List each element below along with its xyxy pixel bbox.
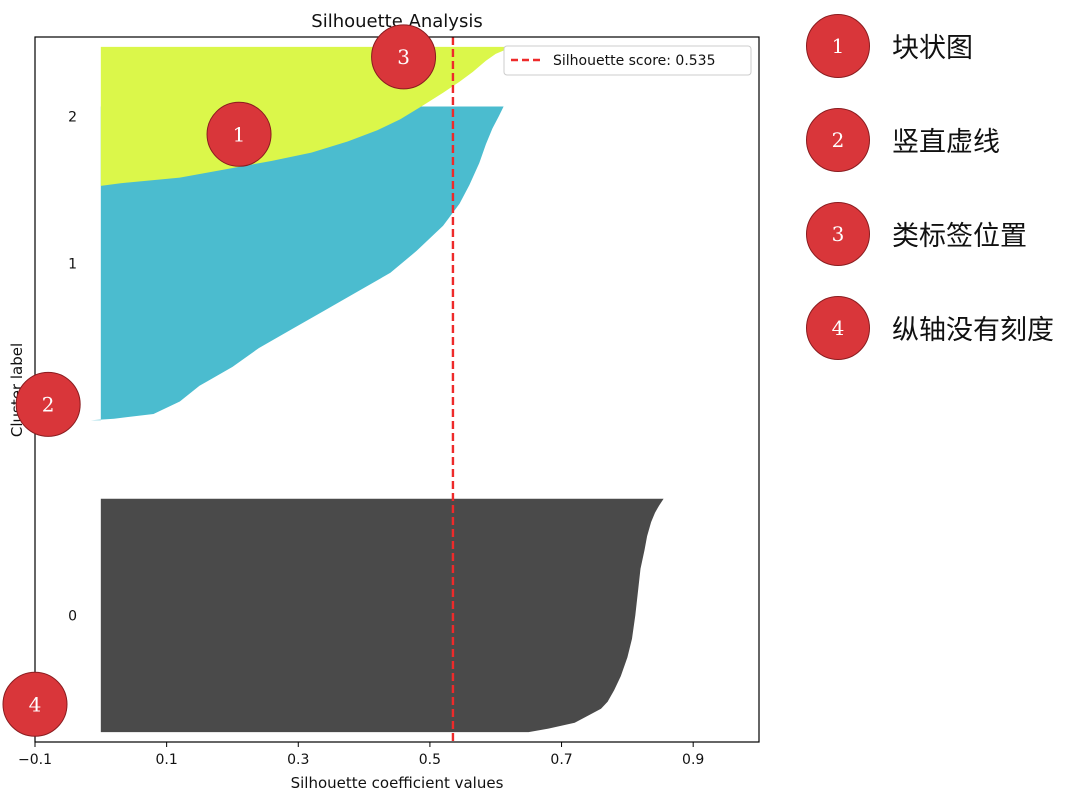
x-tick-label: −0.1 [18, 752, 52, 768]
cluster-0-silhouette [100, 498, 664, 733]
legend-number-badge: 2 [806, 108, 870, 172]
legend-description: 竖直虚线 [892, 127, 1000, 158]
marker-circle [371, 24, 437, 90]
legend-description: 块状图 [892, 33, 973, 64]
annotation-marker-1: 1 [206, 101, 272, 167]
annotation-marker-3: 3 [371, 24, 437, 90]
x-tick-label: 0.9 [682, 752, 704, 768]
cluster-1-silhouette [90, 106, 504, 421]
cluster-label-2: 2 [68, 109, 77, 125]
cluster-label-1: 1 [68, 256, 77, 272]
marker-circle [2, 671, 68, 737]
annotation-legend-item-3: 3 类标签位置 [806, 202, 1076, 268]
legend-description: 纵轴没有刻度 [892, 315, 1054, 346]
annotation-legend-item-4: 4 纵轴没有刻度 [806, 296, 1076, 362]
annotation-legend-item-2: 2 竖直虚线 [806, 108, 1076, 174]
silhouette-chart: Silhouette Analysis 0 1 2 −0.1 0.1 0.3 0.5 0.7… [2, 11, 760, 792]
cluster-label-0: 0 [68, 608, 77, 624]
x-tick-label: 0.1 [156, 752, 178, 768]
annotation-legend-item-1: 1 块状图 [806, 14, 1076, 80]
marker-number: 4 [29, 692, 42, 716]
marker-number: 1 [233, 122, 246, 146]
x-tick-label: 0.7 [550, 752, 572, 768]
annotation-marker-2: 2 [15, 371, 81, 437]
x-tick-label: 0.5 [419, 752, 441, 768]
legend-number-badge: 4 [806, 296, 870, 360]
chart-legend: Silhouette score: 0.535 [503, 45, 752, 76]
marker-number: 2 [42, 392, 55, 416]
legend-box [503, 45, 752, 76]
legend-label: Silhouette score: 0.535 [553, 53, 716, 69]
legend-number-badge: 1 [806, 14, 870, 78]
x-tick-label: 0.3 [287, 752, 309, 768]
annotation-marker-4: 4 [2, 671, 68, 737]
chart-title: Silhouette Analysis [311, 11, 482, 32]
legend-number-badge: 3 [806, 202, 870, 266]
marker-number: 3 [397, 45, 410, 69]
legend-description: 类标签位置 [892, 221, 1027, 252]
marker-circle [206, 101, 272, 167]
marker-circle [15, 371, 81, 437]
x-axis-label: Silhouette coefficient values [291, 774, 504, 792]
